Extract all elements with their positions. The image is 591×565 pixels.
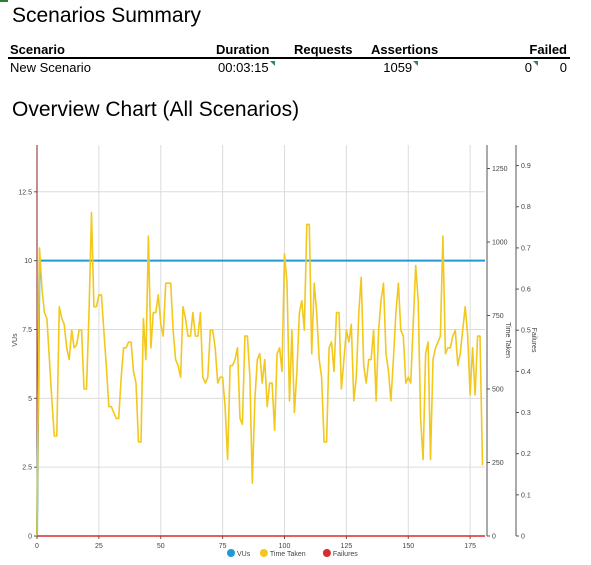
failures-tick-label: 0.7 <box>521 245 531 252</box>
summary-title: Scenarios Summary <box>12 4 202 27</box>
legend-label: Time Taken <box>270 551 306 558</box>
time-axis-title: Time Taken <box>504 322 511 358</box>
x-tick-label: 175 <box>464 543 476 550</box>
header-failed: Failed <box>529 42 567 57</box>
cell-duration: 00:03:15 <box>218 60 269 75</box>
x-tick-label: 150 <box>402 543 414 550</box>
time-tick-label: 1250 <box>492 166 508 173</box>
x-tick-label: 75 <box>219 543 227 550</box>
left-tick-label: 5 <box>28 396 32 403</box>
failures-tick-label: 0.8 <box>521 204 531 211</box>
failures-tick-label: 0.3 <box>521 410 531 417</box>
header-scenario: Scenario <box>10 42 65 57</box>
time-tick-label: 500 <box>492 387 504 394</box>
top-accent-mark <box>0 0 8 2</box>
cell-requests: 1059 <box>383 60 413 75</box>
x-tick-label: 0 <box>35 543 39 550</box>
left-tick-label: 0 <box>28 534 32 541</box>
x-tick-label: 25 <box>95 543 103 550</box>
x-tick-label: 125 <box>341 543 353 550</box>
failures-tick-label: 0 <box>521 534 525 541</box>
failures-tick-label: 0.9 <box>521 163 531 170</box>
left-tick-label: 2.5 <box>22 465 32 472</box>
failures-tick-label: 0.1 <box>521 492 531 499</box>
time-tick-label: 750 <box>492 313 504 320</box>
failures-tick-label: 0.2 <box>521 451 531 458</box>
left-axis-title: VUs <box>12 333 19 347</box>
failures-tick-label: 0.5 <box>521 328 531 335</box>
time-tick-label: 250 <box>492 460 504 467</box>
header-requests: Requests <box>294 42 353 57</box>
time-tick-label: 0 <box>492 534 496 541</box>
summary-row: New Scenario 00:03:15 1059 0 0 <box>8 59 570 79</box>
chart-title: Overview Chart (All Scenarios) <box>12 98 300 121</box>
series-line-time-taken <box>36 211 484 537</box>
failures-tick-label: 0.4 <box>521 369 531 376</box>
left-tick-label: 7.5 <box>22 327 32 334</box>
legend-label: VUs <box>237 551 251 558</box>
time-tick-label: 1000 <box>492 240 508 247</box>
cell-failed: 0 <box>559 60 567 75</box>
failures-tick-label: 0.6 <box>521 287 531 294</box>
failures-axis-title: Failures <box>530 328 537 353</box>
cell-scenario: New Scenario <box>10 60 91 75</box>
left-tick-label: 12.5 <box>18 189 32 196</box>
overview-chart: 0 2.5 5 7.5 10 12.5 0 25 50 75 100 125 150 175 0 250 500… <box>12 145 537 558</box>
legend-marker <box>227 549 235 557</box>
left-tick-label: 10 <box>24 258 32 265</box>
legend-marker <box>322 549 331 557</box>
summary-header-row: Scenario Duration Requests Assertions Fa… <box>8 42 570 59</box>
summary-table: Scenario Duration Requests Assertions Fa… <box>8 42 570 79</box>
header-assertions: Assertions <box>371 42 439 57</box>
x-tick-label: 100 <box>279 543 291 550</box>
header-duration: Duration <box>216 42 270 57</box>
legend-label: Failures <box>333 551 358 558</box>
cell-assertions: 0 <box>524 60 533 75</box>
legend-marker <box>259 549 268 557</box>
x-tick-label: 50 <box>157 543 165 550</box>
